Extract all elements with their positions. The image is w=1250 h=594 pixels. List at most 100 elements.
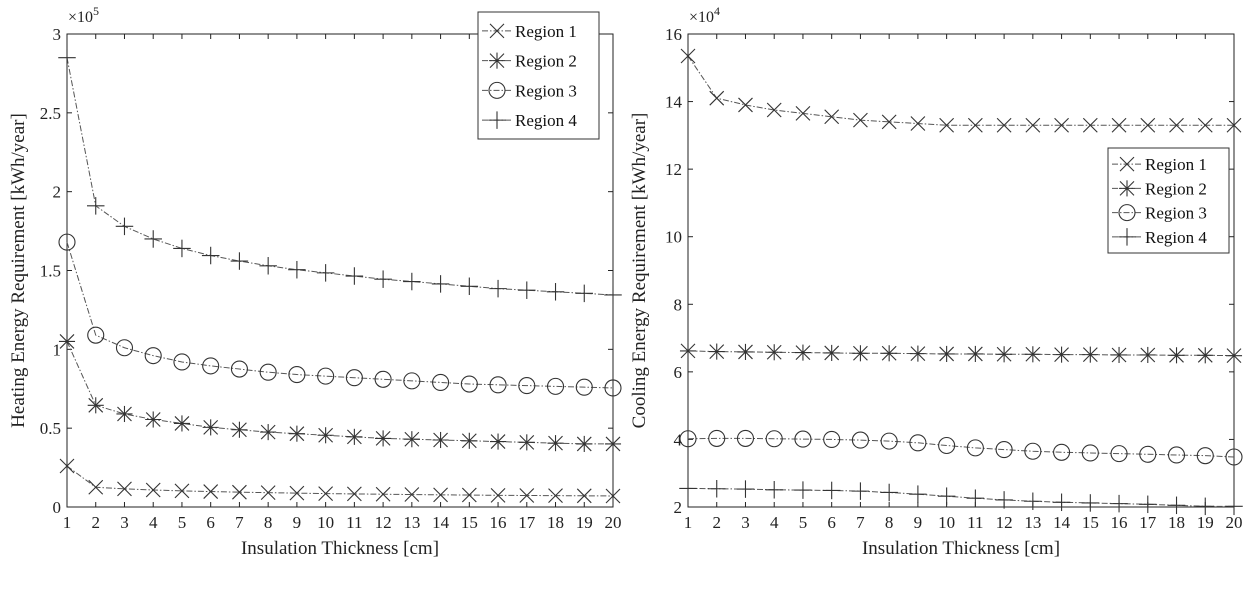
x-tick-label: 18 bbox=[547, 513, 564, 532]
data-point bbox=[317, 367, 335, 385]
data-point bbox=[1197, 347, 1214, 364]
x-tick-label: 13 bbox=[1024, 513, 1041, 532]
data-point bbox=[201, 246, 220, 265]
x-tick-label: 6 bbox=[827, 513, 836, 532]
y-exponent-label: ×105 bbox=[68, 4, 99, 26]
data-point bbox=[966, 489, 985, 507]
data-point bbox=[679, 342, 697, 359]
x-tick-label: 3 bbox=[741, 513, 750, 532]
y-tick-label: 2 bbox=[53, 183, 62, 202]
legend-box bbox=[477, 11, 600, 140]
x-tick-label: 11 bbox=[967, 513, 983, 532]
data-point bbox=[794, 430, 812, 448]
data-point bbox=[86, 197, 105, 215]
legend-marker bbox=[488, 111, 506, 129]
y-tick-label: 4 bbox=[674, 430, 683, 449]
x-tick-label: 16 bbox=[490, 513, 507, 532]
data-point bbox=[708, 343, 725, 360]
legend-marker bbox=[1118, 180, 1136, 197]
x-tick-label: 11 bbox=[346, 513, 362, 532]
y-tick-label: 12 bbox=[665, 160, 682, 179]
data-point bbox=[59, 458, 75, 474]
legend-marker bbox=[489, 23, 505, 39]
data-point bbox=[1167, 446, 1186, 464]
data-point bbox=[881, 114, 897, 130]
data-point bbox=[794, 481, 812, 499]
data-point bbox=[116, 405, 133, 423]
data-point bbox=[575, 284, 594, 303]
legend-marker bbox=[1118, 228, 1136, 246]
data-point bbox=[548, 488, 563, 504]
data-point bbox=[260, 424, 277, 441]
y-exponent-base: ×10 bbox=[689, 9, 714, 26]
x-tick-label: 13 bbox=[403, 513, 420, 532]
chart-panel-2: 1 2 3 4 5 6 7 8 9 10 11 12 13 14 15 16 17 18 19 20246810121… bbox=[629, 4, 1243, 559]
x-tick-label: 10 bbox=[938, 513, 955, 532]
data-point bbox=[145, 411, 162, 428]
data-point bbox=[1110, 445, 1128, 463]
data-point bbox=[431, 275, 450, 293]
data-point bbox=[938, 345, 955, 363]
series-plus bbox=[679, 479, 1243, 516]
series-plus bbox=[58, 48, 622, 304]
y-exponent-label: ×104 bbox=[689, 4, 720, 26]
data-point bbox=[144, 230, 162, 248]
data-point bbox=[58, 48, 76, 67]
data-point bbox=[173, 353, 191, 371]
data-point bbox=[1081, 494, 1100, 512]
data-point bbox=[202, 357, 220, 375]
data-point bbox=[115, 217, 134, 236]
chart-panel-1: 1 2 3 4 5 6 7 8 9 10 11 12 13 14 15 16 17 18 19 2000.511.52… bbox=[8, 4, 622, 559]
x-tick-label: 12 bbox=[375, 513, 392, 532]
legend-label: Region 2 bbox=[1145, 179, 1207, 198]
series-star bbox=[679, 342, 1243, 364]
x-tick-label: 5 bbox=[178, 513, 187, 532]
data-point bbox=[766, 344, 783, 361]
series-line bbox=[687, 437, 1235, 458]
legend-label: Region 4 bbox=[1145, 228, 1207, 247]
y-axis-label: Heating Energy Requirement [kWh/year] bbox=[8, 113, 29, 428]
y-tick-label: 14 bbox=[665, 93, 683, 112]
data-point bbox=[605, 488, 621, 504]
y-axis-label: Cooling Energy Requirement [kWh/year] bbox=[629, 113, 650, 429]
data-point bbox=[490, 487, 506, 503]
legend-marker bbox=[488, 81, 506, 99]
data-point bbox=[345, 267, 364, 285]
series-circle bbox=[679, 429, 1243, 466]
x-tick-label: 10 bbox=[317, 513, 334, 532]
legend-item: Region 4 bbox=[482, 111, 577, 130]
data-point bbox=[546, 377, 565, 395]
series-star bbox=[58, 333, 622, 452]
x-tick-label: 15 bbox=[461, 513, 478, 532]
legend-item: Region 1 bbox=[1112, 155, 1207, 174]
data-point bbox=[996, 117, 1012, 133]
data-point bbox=[1167, 496, 1186, 515]
data-point bbox=[996, 346, 1013, 363]
data-point bbox=[489, 376, 507, 394]
x-axis-label: Insulation Thickness [cm] bbox=[241, 538, 439, 559]
x-tick-label: 5 bbox=[799, 513, 808, 532]
data-point bbox=[374, 370, 392, 388]
series-x bbox=[680, 48, 1242, 133]
data-point bbox=[880, 432, 898, 450]
data-point bbox=[995, 441, 1013, 459]
y-exponent-power: 4 bbox=[714, 4, 720, 18]
x-tick-label: 12 bbox=[996, 513, 1013, 532]
data-point bbox=[432, 431, 449, 449]
data-point bbox=[604, 435, 622, 452]
data-point bbox=[1024, 442, 1042, 460]
data-point bbox=[851, 482, 870, 500]
y-tick-label: 2 bbox=[674, 498, 683, 517]
data-point bbox=[765, 481, 783, 499]
data-point bbox=[1111, 346, 1128, 364]
y-exponent-power: 5 bbox=[93, 4, 99, 18]
data-point bbox=[318, 486, 334, 501]
y-tick-label: 3 bbox=[53, 25, 62, 44]
data-point bbox=[1082, 117, 1098, 133]
data-point bbox=[680, 48, 696, 64]
data-point bbox=[765, 430, 783, 448]
data-point bbox=[1111, 117, 1127, 133]
x-tick-label: 20 bbox=[1226, 513, 1243, 532]
data-point bbox=[432, 373, 450, 391]
